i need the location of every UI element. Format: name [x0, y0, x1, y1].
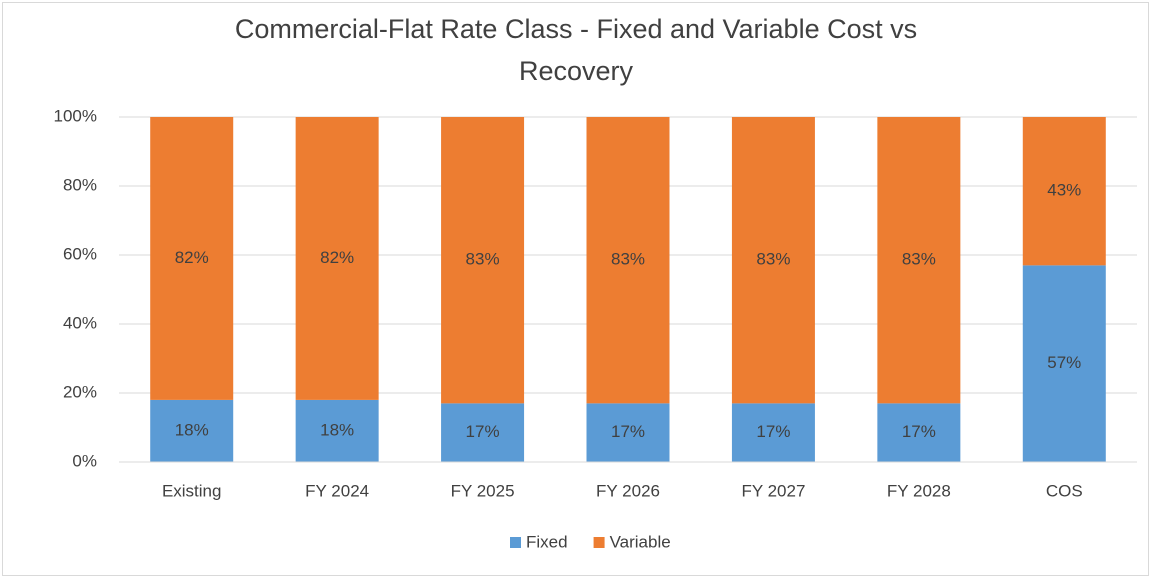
legend-label: Variable [610, 532, 671, 551]
x-tick-label: Existing [162, 481, 222, 500]
bar-segment [731, 403, 815, 462]
y-tick-label: 40% [63, 313, 97, 332]
data-label: 82% [320, 248, 354, 267]
data-label: 17% [756, 422, 790, 441]
legend-swatch [510, 537, 521, 548]
bar-segment [441, 117, 525, 404]
data-label: 83% [902, 250, 936, 269]
data-label: 18% [175, 420, 209, 439]
data-label: 83% [611, 250, 645, 269]
bar-segment [295, 399, 379, 462]
data-label: 83% [466, 250, 500, 269]
bar-segment [150, 117, 234, 400]
bar-segment [731, 117, 815, 404]
bar-segment [586, 403, 670, 462]
bar-segment [586, 117, 670, 404]
y-tick-label: 80% [63, 175, 97, 194]
data-label: 17% [466, 422, 500, 441]
x-tick-label: FY 2028 [887, 481, 951, 500]
x-tick-label: FY 2026 [596, 481, 660, 500]
data-label: 83% [756, 250, 790, 269]
x-tick-label: COS [1046, 481, 1083, 500]
data-label: 18% [320, 420, 354, 439]
data-label: 17% [611, 422, 645, 441]
bar-segment [1022, 265, 1106, 462]
x-tick-label: FY 2024 [305, 481, 369, 500]
data-label: 57% [1047, 353, 1081, 372]
bar-segment [150, 399, 234, 462]
data-label: 43% [1047, 181, 1081, 200]
x-tick-label: FY 2025 [451, 481, 515, 500]
legend-label: Fixed [526, 532, 568, 551]
y-tick-label: 0% [72, 451, 97, 470]
data-label: 82% [175, 248, 209, 267]
chart-title: Commercial-Flat Rate Class - Fixed and V… [234, 14, 918, 86]
y-tick-label: 100% [54, 106, 97, 125]
x-tick-label: FY 2027 [741, 481, 805, 500]
data-label: 17% [902, 422, 936, 441]
bar-segment [295, 117, 379, 400]
bar-segment [877, 117, 961, 404]
y-tick-label: 20% [63, 382, 97, 401]
bar-segment [877, 403, 961, 462]
y-tick-label: 60% [63, 244, 97, 263]
bar-segment [441, 403, 525, 462]
legend-swatch [593, 537, 605, 548]
bar-segment [1022, 117, 1106, 266]
